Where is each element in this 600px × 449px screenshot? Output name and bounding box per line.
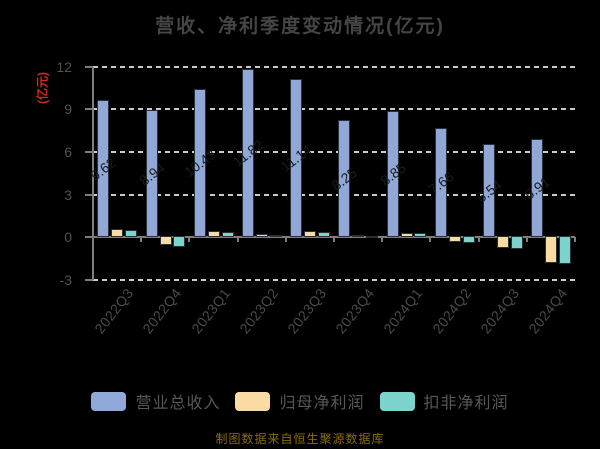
bar-value-label: 8.94 xyxy=(135,159,168,189)
y-axis-tick xyxy=(85,108,93,111)
bar-value-label: 6.54 xyxy=(473,176,505,206)
x-axis-label: 2022Q3 xyxy=(91,285,137,337)
x-axis-label: 2024Q3 xyxy=(477,285,523,337)
x-axis-tick xyxy=(284,237,287,243)
legend-swatch xyxy=(91,391,127,411)
legend-item-扣非净利润[interactable]: 扣非净利润 xyxy=(379,389,509,413)
y-axis-tick xyxy=(85,236,93,239)
x-axis-label: 2023Q4 xyxy=(332,285,378,337)
bar-营业总收入-2024Q4[interactable] xyxy=(531,138,544,238)
legend-label: 归母净利润 xyxy=(279,395,365,412)
x-axis-tick xyxy=(92,237,94,243)
bar-扣非净利润-2023Q2[interactable] xyxy=(269,235,282,238)
y-axis-tick-label: 12 xyxy=(56,58,72,75)
legend-swatch xyxy=(235,391,271,411)
bar-营业总收入-2023Q1[interactable] xyxy=(193,88,206,238)
bar-营业总收入-2022Q4[interactable] xyxy=(145,110,158,238)
x-axis-label: 2024Q4 xyxy=(525,285,571,337)
x-axis-tick xyxy=(333,237,335,243)
bar-营业总收入-2024Q2[interactable] xyxy=(434,128,447,238)
x-axis-tick xyxy=(140,237,143,243)
bar-营业总收入-2023Q3[interactable] xyxy=(290,78,303,238)
x-axis-tick xyxy=(429,237,432,243)
x-axis-label: 2023Q1 xyxy=(187,285,234,337)
gridline-3 xyxy=(93,193,575,196)
x-axis-tick xyxy=(381,237,384,243)
legend-item-归母净利润[interactable]: 归母净利润 xyxy=(235,389,364,413)
bar-扣非净利润-2024Q1[interactable] xyxy=(414,233,427,238)
gridline-9 xyxy=(93,108,575,111)
y-axis-tick xyxy=(85,279,93,281)
chart-title: 营收、净利季度变动情况(亿元) xyxy=(155,16,445,37)
bar-扣非净利润-2024Q2[interactable] xyxy=(462,236,475,243)
bar-归母净利润-2024Q3[interactable] xyxy=(496,236,509,249)
x-axis-tick xyxy=(188,237,191,243)
gridline--3 xyxy=(93,279,575,281)
legend-label: 营业总收入 xyxy=(135,395,221,412)
y-axis-tick xyxy=(85,150,93,153)
x-axis-tick xyxy=(236,237,239,243)
bar-归母净利润-2024Q2[interactable] xyxy=(448,236,461,242)
x-axis-label: 2024Q1 xyxy=(380,285,426,337)
chart-footer-source: 制图数据来自恒生聚源数据库 xyxy=(215,432,385,446)
x-axis-tick xyxy=(525,237,528,243)
bar-扣非净利润-2024Q3[interactable] xyxy=(510,236,523,250)
bar-归母净利润-2023Q2[interactable] xyxy=(255,234,268,238)
x-axis-label: 2022Q4 xyxy=(139,285,185,337)
bar-归母净利润-2024Q1[interactable] xyxy=(400,232,413,238)
bar-归母净利润-2023Q1[interactable] xyxy=(207,230,220,238)
bar-扣非净利润-2022Q3[interactable] xyxy=(125,230,138,238)
legend-item-营业总收入[interactable]: 营业总收入 xyxy=(91,389,220,413)
bar-营业总收入-2024Q1[interactable] xyxy=(386,111,399,238)
bar-扣非净利润-2023Q1[interactable] xyxy=(221,231,234,238)
bar-扣非净利润-2023Q3[interactable] xyxy=(318,232,330,238)
legend-swatch xyxy=(379,391,415,411)
bar-归母净利润-2022Q4[interactable] xyxy=(159,236,172,245)
y-axis-tick xyxy=(85,65,93,68)
bar-归母净利润-2022Q3[interactable] xyxy=(111,229,124,238)
y-axis-tick-label: 0 xyxy=(64,229,72,246)
gridline-12 xyxy=(93,65,575,68)
gridline-6 xyxy=(93,150,575,153)
x-axis-label: 2023Q3 xyxy=(284,285,330,337)
bar-营业总收入-2023Q2[interactable] xyxy=(242,69,254,238)
y-axis-tick-label: 9 xyxy=(64,101,72,118)
x-axis-tick xyxy=(477,237,480,243)
bar-扣非净利润-2023Q4[interactable] xyxy=(366,236,379,239)
bar-营业总收入-2024Q3[interactable] xyxy=(483,144,495,238)
x-axis-label: 2024Q2 xyxy=(428,285,475,337)
bar-归母净利润-2024Q4[interactable] xyxy=(545,236,558,263)
bar-营业总收入-2023Q4[interactable] xyxy=(338,119,351,238)
y-axis-tick xyxy=(85,193,93,196)
legend-label: 扣非净利润 xyxy=(423,395,509,412)
bar-营业总收入-2022Q3[interactable] xyxy=(97,100,110,238)
bar-归母净利润-2023Q4[interactable] xyxy=(352,235,365,238)
bar-扣非净利润-2024Q4[interactable] xyxy=(559,236,571,265)
bar-归母净利润-2023Q3[interactable] xyxy=(304,231,317,238)
x-axis-tick xyxy=(574,237,576,243)
y-axis-line xyxy=(92,66,94,280)
y-axis-tick-label: 3 xyxy=(64,186,72,203)
bar-扣非净利润-2022Q4[interactable] xyxy=(173,236,186,247)
y-axis-tick-label: 6 xyxy=(64,143,72,160)
x-axis-label: 2023Q2 xyxy=(236,285,282,337)
legend: 营业总收入 归母净利润 扣非净利润 xyxy=(0,390,600,412)
y-axis-tick-label: -3 xyxy=(59,272,72,288)
